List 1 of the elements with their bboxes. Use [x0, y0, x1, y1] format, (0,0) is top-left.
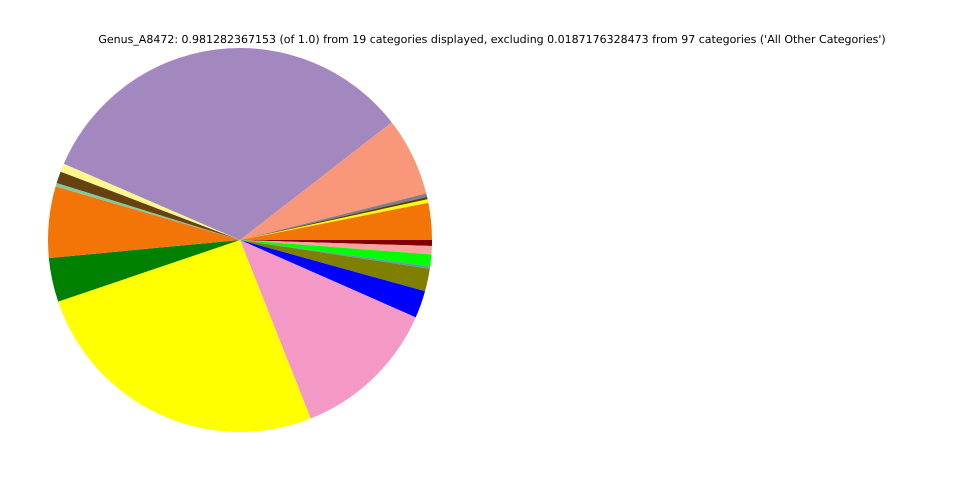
text: Genus_A8472: 0.981282367153 (of 1.0) from 19 categories displayed, excluding 0.0187176328473 from 97 categories ('All Other Categories') — [98, 32, 886, 46]
